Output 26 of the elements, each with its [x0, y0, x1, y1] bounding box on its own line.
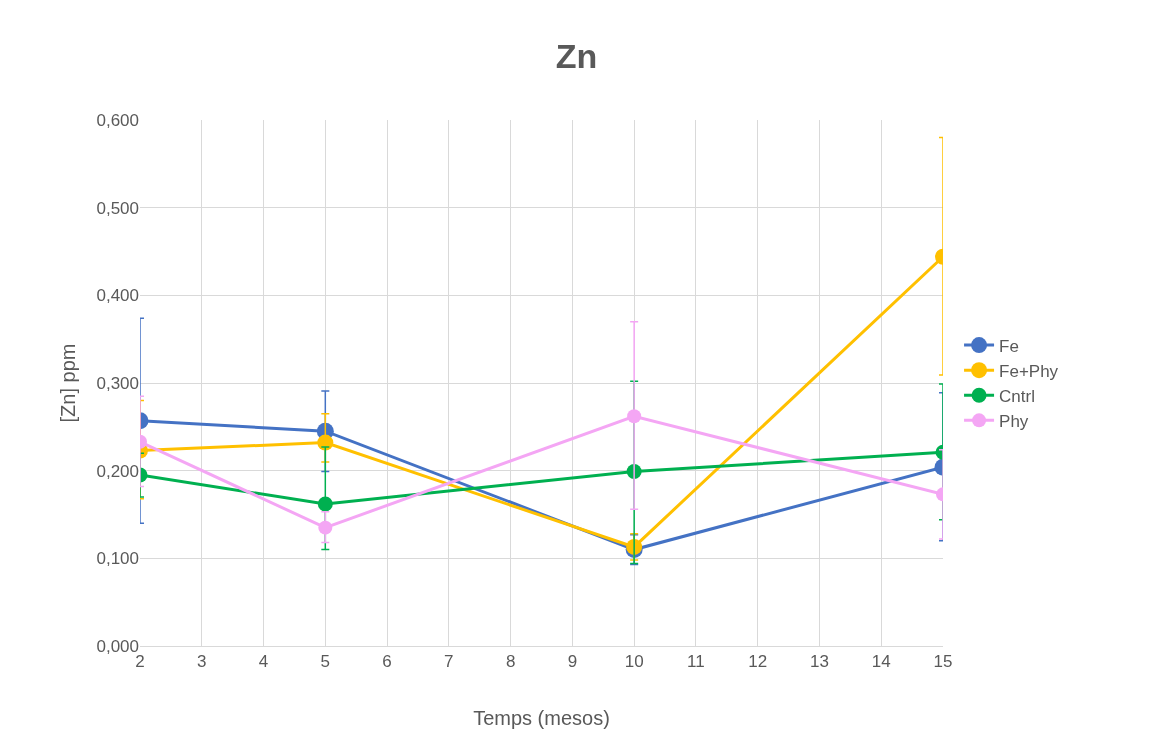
x-tick-label: 4 — [258, 652, 269, 672]
x-tick-label: 12 — [748, 652, 768, 672]
x-tick-label: 6 — [382, 652, 392, 672]
x-tick-label: 7 — [444, 652, 454, 672]
x-tick-label: 11 — [687, 652, 705, 672]
legend-label: Phy — [999, 411, 1029, 431]
y-tick-label: 0,100 — [96, 549, 139, 569]
x-tick-label: 9 — [567, 652, 578, 672]
chart-title: Zn — [555, 37, 598, 76]
x-tick-label: 15 — [933, 652, 953, 672]
y-tick-label: 0,500 — [96, 198, 139, 218]
y-tick-label: 0,300 — [96, 373, 139, 393]
x-tick-label: 13 — [810, 652, 829, 672]
y-axis-title: [Zn] ppm — [56, 343, 79, 423]
x-tick-label: 10 — [624, 652, 644, 672]
x-tick-label: 3 — [197, 652, 207, 672]
x-tick-label: 5 — [320, 652, 331, 672]
y-tick-label: 0,200 — [96, 461, 139, 481]
y-tick-label: 0,600 — [96, 110, 139, 130]
x-axis-title: Temps (mesos) — [473, 706, 610, 729]
x-tick-label: 14 — [871, 652, 891, 672]
x-tick-label: 8 — [505, 652, 516, 672]
legend-label: Fe — [999, 336, 1019, 356]
y-tick-label: 0,400 — [96, 286, 139, 306]
legend-label: Fe+Phy — [999, 361, 1059, 381]
legend-label: Cntrl — [999, 386, 1035, 406]
